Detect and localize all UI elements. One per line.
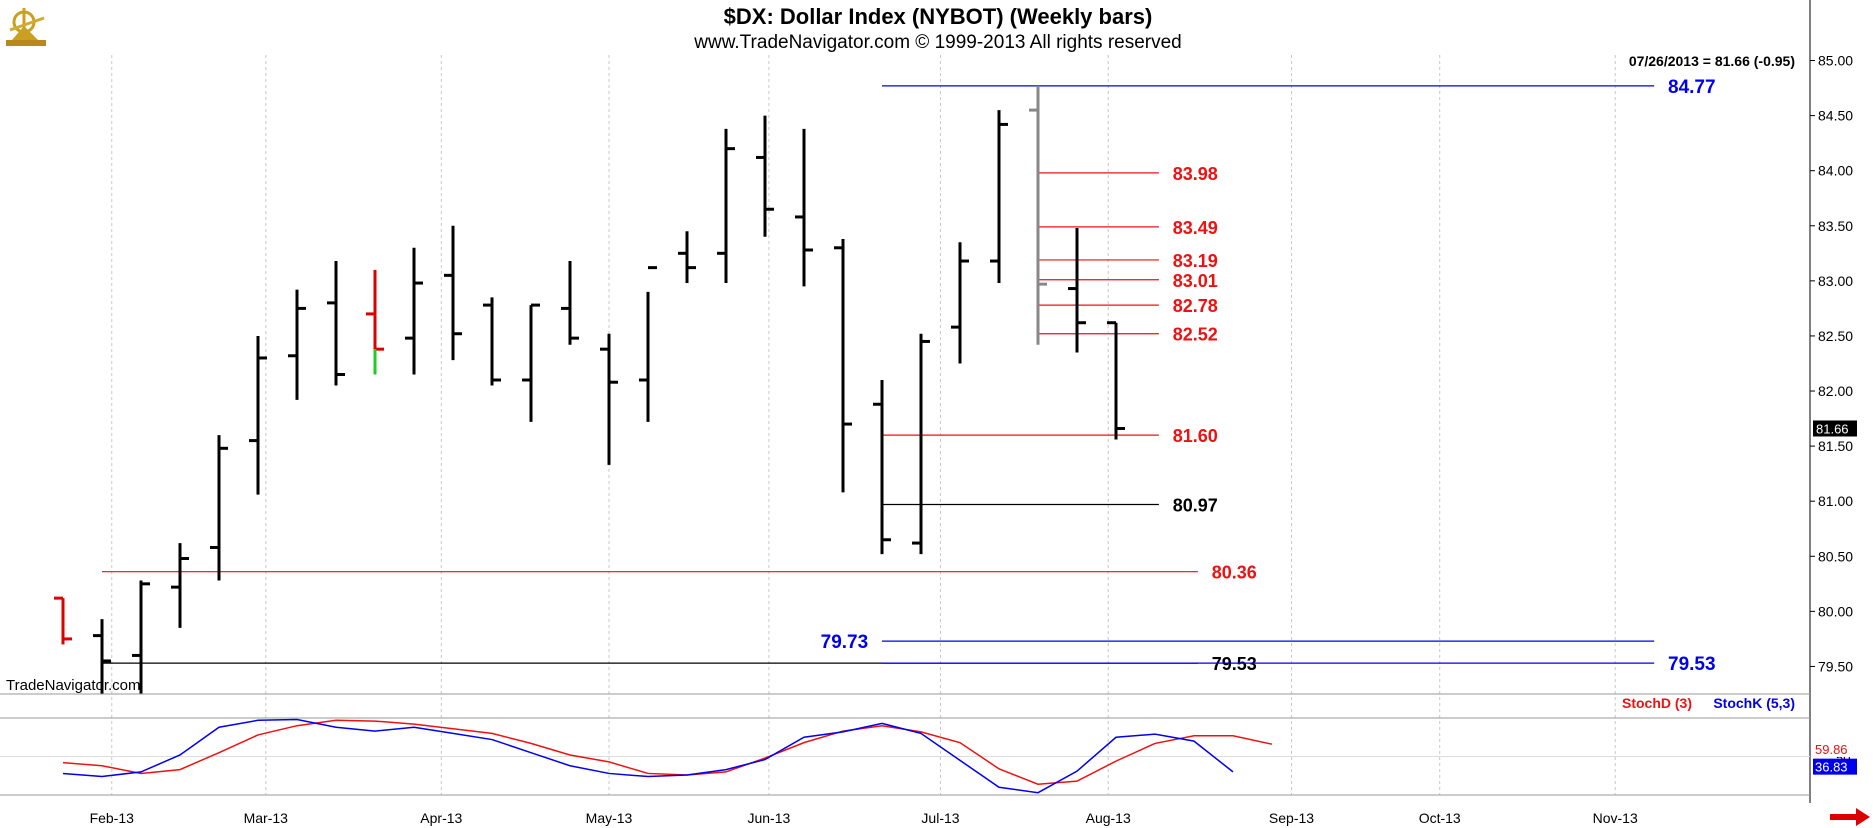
y-tick-label: 80.50 — [1818, 548, 1853, 564]
ohlc-bar — [54, 596, 72, 645]
level-label: 83.49 — [1173, 218, 1218, 238]
ohlc-bar — [171, 543, 189, 628]
x-tick-label: Oct-13 — [1419, 810, 1461, 826]
ohlc-bar — [912, 333, 930, 555]
y-tick-label: 81.50 — [1818, 438, 1853, 454]
ohlc-bar — [600, 333, 618, 465]
scroll-right-arrow-icon — [1830, 808, 1870, 826]
last-quote-text: 07/26/2013 = 81.66 (-0.95) — [1629, 53, 1795, 69]
ohlc-bar — [561, 261, 579, 345]
last-price-label: 81.66 — [1816, 421, 1849, 436]
ohlc-bar — [1107, 321, 1125, 440]
ohlc-bar — [522, 303, 540, 422]
x-tick-label: Aug-13 — [1086, 810, 1131, 826]
last-price-box — [1813, 420, 1857, 437]
stoch-d-legend: StochD (3) — [1622, 695, 1692, 711]
level-label: 83.01 — [1173, 271, 1218, 291]
stoch-k-value: 36.83 — [1815, 760, 1848, 775]
level-label: 79.73 — [821, 632, 869, 653]
ohlc-bar — [210, 435, 228, 581]
ohlc-bar — [327, 261, 345, 386]
stoch-k-box — [1813, 758, 1857, 775]
y-tick-label: 82.00 — [1818, 383, 1853, 399]
stoch-k-line — [62, 718, 1234, 794]
y-tick-label: 84.50 — [1818, 108, 1853, 124]
ohlc-bar — [990, 110, 1008, 284]
x-tick-label: Nov-13 — [1593, 810, 1638, 826]
x-tick-label: Sep-13 — [1269, 810, 1314, 826]
ohlc-bar — [366, 269, 384, 375]
level-label: 82.78 — [1173, 296, 1218, 316]
level-label: 83.19 — [1173, 251, 1218, 271]
x-tick-label: Jul-13 — [921, 810, 959, 826]
ohlc-bar — [639, 266, 657, 422]
ohlc-bar — [951, 242, 969, 364]
level-label: 79.53 — [1668, 654, 1716, 675]
ohlc-bar — [1029, 85, 1047, 345]
level-label: 79.53 — [1212, 654, 1257, 674]
ohlc-bar — [405, 247, 423, 375]
chart-title: $DX: Dollar Index (NYBOT) (Weekly bars) — [723, 4, 1153, 29]
y-tick-label: 84.00 — [1818, 163, 1853, 179]
stoch-k-legend: StochK (5,3) — [1713, 695, 1795, 711]
y-tick-label: 82.50 — [1818, 328, 1853, 344]
x-tick-label: May-13 — [586, 810, 633, 826]
ohlc-bar — [93, 619, 111, 694]
trade-navigator-logo — [6, 8, 46, 46]
x-tick-label: Apr-13 — [420, 810, 462, 826]
x-tick-label: Mar-13 — [244, 810, 289, 826]
ohlc-bar — [1068, 227, 1086, 353]
stoch-d-box — [1813, 740, 1857, 757]
y-tick-label: 79.50 — [1818, 658, 1853, 674]
ohlc-bar — [444, 225, 462, 361]
y-tick-label: 83.00 — [1818, 273, 1853, 289]
y-tick-label: 81.00 — [1818, 493, 1853, 509]
ohlc-bar — [834, 238, 852, 493]
level-label: 84.77 — [1668, 77, 1716, 98]
y-tick-label: 85.00 — [1818, 53, 1853, 69]
ohlc-bar — [873, 380, 891, 555]
level-label: 81.60 — [1173, 426, 1218, 446]
ohlc-bar — [717, 128, 735, 284]
ohlc-bars — [54, 85, 1125, 694]
x-tick-label: Feb-13 — [90, 810, 135, 826]
chart-grid — [111, 55, 1616, 795]
level-label: 80.97 — [1173, 496, 1218, 516]
ohlc-bar — [249, 335, 267, 495]
ohlc-bar — [756, 115, 774, 237]
y-tick-label: 80.00 — [1818, 603, 1853, 619]
x-tick-label: Jun-13 — [747, 810, 790, 826]
ohlc-bar — [288, 289, 306, 400]
stoch-d-value: 59.86 — [1815, 742, 1848, 757]
ohlc-bar — [795, 128, 813, 287]
y-tick-label: 83.50 — [1818, 218, 1853, 234]
ohlc-bar — [132, 580, 150, 694]
level-label: 80.36 — [1212, 563, 1257, 583]
ohlc-bar — [678, 231, 696, 284]
stoch-d-line — [62, 719, 1273, 785]
chart-subtitle: www.TradeNavigator.com © 1999-2013 All r… — [694, 32, 1182, 53]
ohlc-bar — [483, 297, 501, 386]
watermark-text: TradeNavigator.com — [6, 677, 141, 694]
level-label: 82.52 — [1173, 325, 1218, 345]
level-label: 83.98 — [1173, 164, 1218, 184]
